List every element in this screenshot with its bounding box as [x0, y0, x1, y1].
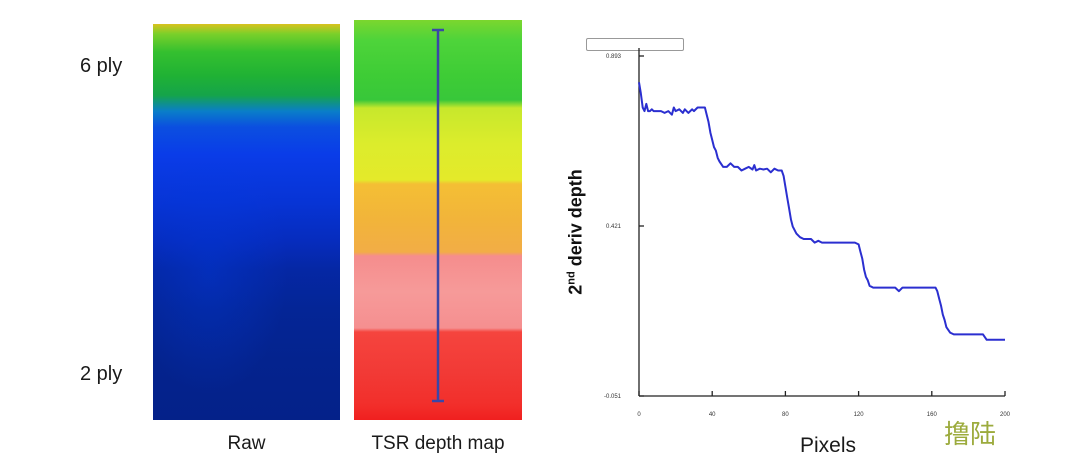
x-tick-label: 0 — [637, 412, 641, 418]
y-tick-label: -0.051 — [604, 394, 622, 400]
series-line — [638, 82, 1005, 341]
x-tick-label: 200 — [1000, 412, 1011, 418]
y-axis-label: 2nd deriv depth — [565, 169, 586, 295]
label-6-ply: 6 ply — [80, 55, 123, 77]
x-tick-label: 80 — [782, 412, 789, 418]
x-tick-label: 160 — [927, 412, 938, 418]
tsr-caption: TSR depth map — [371, 433, 505, 454]
watermark-text: 撸陆 — [944, 419, 997, 449]
x-tick-label: 120 — [854, 412, 865, 418]
tsr-profile-line — [432, 28, 444, 403]
x-tick-label: 40 — [709, 412, 716, 418]
label-2-ply: 2 ply — [80, 363, 123, 385]
legend-box — [586, 38, 684, 51]
raw-caption: Raw — [227, 433, 266, 454]
x-axis-label: Pixels — [800, 434, 857, 457]
y-tick-label: 0.893 — [606, 54, 622, 60]
raw-depth-image — [153, 24, 340, 420]
y-tick-label: 0.421 — [606, 224, 622, 230]
